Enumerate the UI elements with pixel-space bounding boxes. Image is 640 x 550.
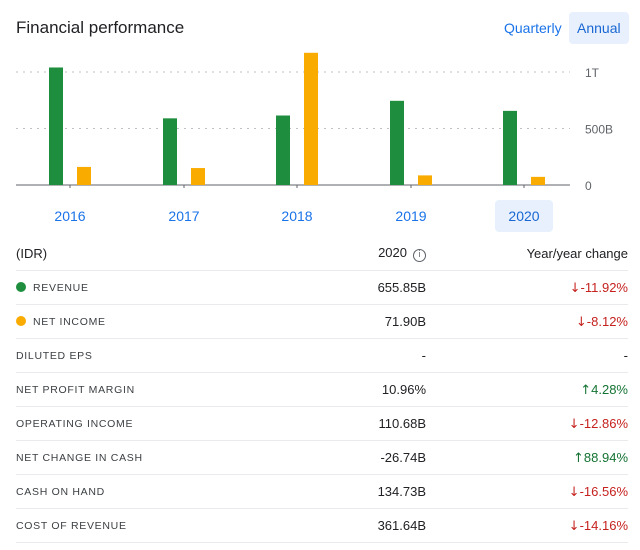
table-header-row: (IDR) 2020 i Year/year change [16,237,628,271]
metric-change-value: 88.94% [583,449,628,465]
metric-change-value: -11.92% [580,279,628,295]
revenue-bar [163,118,177,185]
table-row: COST OF REVENUE 361.64B ↓-14.16% [16,508,628,543]
net-income-bar [418,175,432,185]
change-header: Year/year change [426,237,628,271]
y-tick-label: 500B [585,123,613,137]
table-row: NET CHANGE IN CASH -26.74B ↑88.94% [16,440,628,475]
metric-label: COST OF REVENUE [16,508,236,543]
metric-change: ↓-11.92% [426,270,628,305]
metric-label: REVENUE [16,270,236,305]
metric-value: 10.96% [236,372,426,407]
annual-button[interactable]: Annual [569,12,629,44]
metric-change-value: -16.56% [579,483,628,499]
net-income-bar [77,166,91,185]
metric-label-text: DILUTED EPS [16,349,93,362]
arrow-up-icon: ↑ [573,450,584,466]
table-row: REVENUE 655.85B ↓-11.92% [16,270,628,305]
table-row: OPERATING INCOME 110.68B ↓-12.86% [16,406,628,441]
year-tabs: 2016 2017 2018 2019 2020 [0,200,640,232]
metric-label-text: COST OF REVENUE [16,519,127,532]
arrow-down-icon: ↓ [575,314,587,330]
table-row: NET INCOME 71.90B ↓-8.12% [16,304,628,339]
metric-label: NET PROFIT MARGIN [16,372,236,407]
revenue-bar [49,67,63,185]
metric-change: ↓-12.86% [426,406,628,441]
metric-label: OPERATING INCOME [16,406,236,441]
metric-change-value: - [623,348,628,363]
metric-label-text: CASH ON HAND [16,485,105,498]
metric-label-text: OPERATING INCOME [16,417,134,430]
year-tab-2016[interactable]: 2016 [54,208,86,224]
revenue-bar [390,100,404,185]
table-row: CASH ON HAND 134.73B ↓-16.56% [16,474,628,509]
metric-value: -26.74B [236,440,426,475]
metric-change-value: -12.86% [579,415,628,431]
revenue-bar [503,110,517,185]
page-title: Financial performance [16,18,185,37]
arrow-down-icon: ↓ [569,280,581,296]
year-tab-2020[interactable]: 2020 [495,200,553,232]
metric-label-text: NET INCOME [33,315,106,328]
arrow-down-icon: ↓ [568,484,580,500]
y-tick-label: 0 [585,179,592,193]
legend-dot-icon [16,315,26,326]
year-tab-2017[interactable]: 2017 [168,208,200,224]
year-header: 2020 i [236,237,426,271]
year-tab-2018[interactable]: 2018 [281,208,313,224]
metric-label: NET CHANGE IN CASH [16,440,236,475]
metric-value: 655.85B [236,270,426,305]
arrow-down-icon: ↓ [568,416,580,432]
metric-value: 71.90B [236,304,426,339]
metric-label-text: NET PROFIT MARGIN [16,383,135,396]
metric-change: ↑88.94% [426,440,628,475]
metric-change: ↓-14.16% [426,508,628,543]
legend-dot-icon [16,281,26,292]
metric-label: CASH ON HAND [16,474,236,509]
metric-value: 110.68B [236,406,426,441]
metric-value: 134.73B [236,474,426,509]
metric-value: - [236,338,426,373]
year-header-label: 2020 [378,245,407,260]
metric-label-text: NET CHANGE IN CASH [16,451,143,464]
table-row: DILUTED EPS - - [16,338,628,373]
metric-change: ↓-8.12% [426,304,628,339]
metric-change: - [426,338,628,373]
metric-label-text: REVENUE [33,281,89,294]
revenue-bar [276,115,290,185]
quarterly-button[interactable]: Quarterly [504,20,562,36]
arrow-down-icon: ↓ [568,518,580,534]
y-tick-label: 1T [585,66,600,80]
metric-change: ↑4.28% [426,372,628,407]
table-row: NET PROFIT MARGIN 10.96% ↑4.28% [16,372,628,407]
net-income-bar [191,168,205,185]
net-income-bar [531,176,545,185]
metric-value: 361.64B [236,508,426,543]
metric-label: DILUTED EPS [16,338,236,373]
metric-change: ↓-16.56% [426,474,628,509]
arrow-up-icon: ↑ [580,382,592,398]
metric-change-value: 4.28% [591,381,628,397]
info-icon[interactable]: i [413,249,426,262]
year-tab-2019[interactable]: 2019 [395,208,427,224]
net-income-bar [304,52,318,185]
currency-header: (IDR) [16,237,236,271]
financial-chart: 1T 500B 0 [16,52,613,193]
metric-label: NET INCOME [16,304,236,339]
metric-change-value: -14.16% [579,517,628,533]
metric-change-value: -8.12% [586,313,628,329]
financial-table: (IDR) 2020 i Year/year change REVENUE 655.… [16,237,628,543]
